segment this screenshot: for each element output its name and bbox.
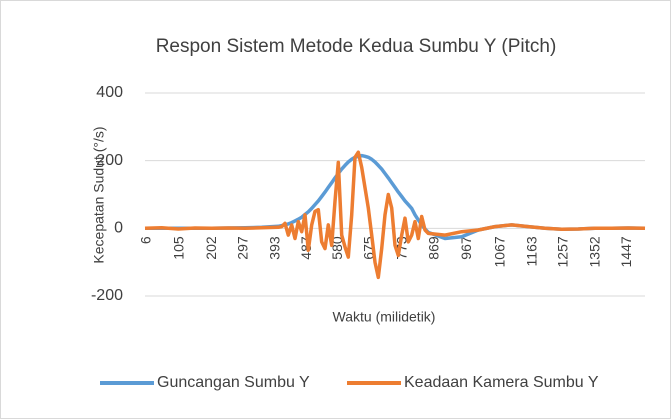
x-tick-label: 1067	[491, 236, 507, 267]
y-tick-label: 200	[96, 152, 123, 169]
x-tick-label: 1447	[618, 236, 634, 267]
series-line	[145, 153, 646, 241]
y-tick-label: 0	[114, 220, 123, 237]
y-axis-title: Kecepatan Sudut (°/s)	[91, 126, 107, 263]
x-tick-label: 1257	[555, 236, 571, 267]
x-axis-title: Waktu (milidetik)	[333, 309, 436, 325]
legend-label: Keadaan Kamera Sumbu Y	[404, 374, 599, 391]
x-tick-label: 1163	[523, 236, 539, 266]
x-tick-label: 6	[138, 236, 154, 244]
legend-label: Guncangan Sumbu Y	[157, 374, 310, 391]
y-tick-label: 400	[96, 84, 123, 101]
x-tick-label: 202	[203, 236, 219, 260]
x-tick-label: 297	[235, 236, 251, 260]
x-tick-label: 1352	[586, 236, 602, 267]
x-tick-label: 967	[458, 236, 474, 260]
x-tick-label: 869	[425, 236, 441, 260]
series-line	[144, 150, 646, 280]
x-tick-label: 393	[267, 236, 283, 260]
x-tick-label: 105	[171, 236, 187, 260]
chart-title: Respon Sistem Metode Kedua Sumbu Y (Pitc…	[156, 36, 557, 57]
y-tick-label: -200	[91, 287, 123, 304]
